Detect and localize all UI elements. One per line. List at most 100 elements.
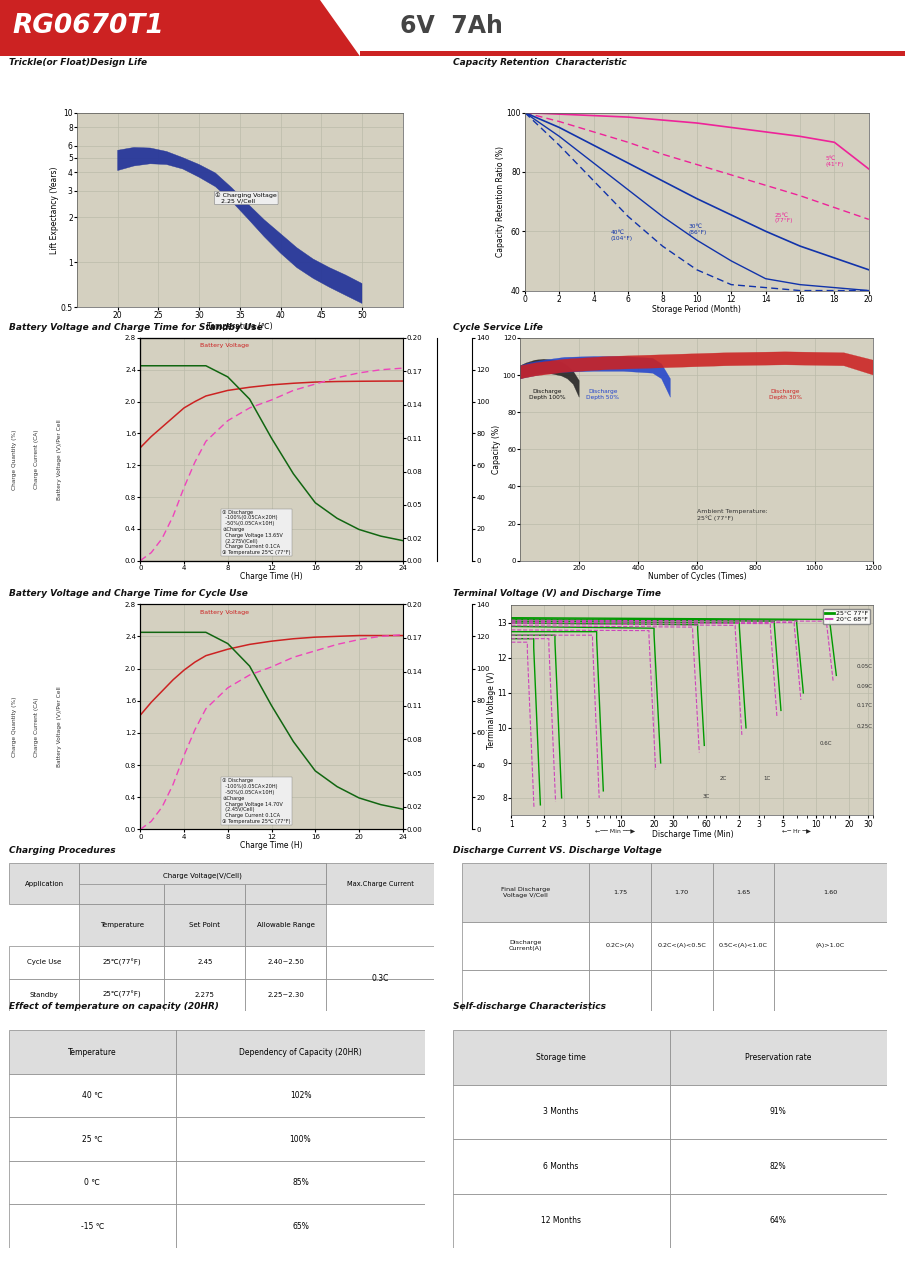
Text: Discharge
Current(A): Discharge Current(A) <box>509 941 542 951</box>
Text: Storage time: Storage time <box>537 1053 586 1062</box>
Bar <box>176 1074 425 1117</box>
Bar <box>670 1030 887 1085</box>
Y-axis label: Capacity (%): Capacity (%) <box>492 425 501 474</box>
Text: ←─ Hr ─▶: ←─ Hr ─▶ <box>782 828 811 833</box>
Text: Effect of temperature on capacity (20HR): Effect of temperature on capacity (20HR) <box>9 1002 219 1011</box>
Text: Charge Current (CA): Charge Current (CA) <box>34 430 40 489</box>
X-axis label: Charge Time (H): Charge Time (H) <box>240 572 303 581</box>
Text: 1.70: 1.70 <box>674 890 689 895</box>
Bar <box>245 863 326 904</box>
Text: 91%: 91% <box>770 1107 786 1116</box>
Text: 2.40~2.50: 2.40~2.50 <box>267 959 304 965</box>
Text: Battery Voltage (V)/Per Cell: Battery Voltage (V)/Per Cell <box>57 419 62 500</box>
X-axis label: Storage Period (Month): Storage Period (Month) <box>653 305 741 314</box>
Text: Temperature: Temperature <box>68 1047 117 1057</box>
Text: 2.45: 2.45 <box>197 959 213 965</box>
Text: Preservation rate: Preservation rate <box>745 1053 812 1062</box>
Polygon shape <box>520 360 579 397</box>
Text: -15 ℃: -15 ℃ <box>81 1221 104 1231</box>
Bar <box>651 922 712 970</box>
X-axis label: Number of Cycles (Times): Number of Cycles (Times) <box>648 572 746 581</box>
Bar <box>9 1074 176 1117</box>
Bar <box>326 946 434 978</box>
Text: Charge Voltage(V/Cell): Charge Voltage(V/Cell) <box>163 873 242 879</box>
Text: 40 ℃: 40 ℃ <box>82 1091 102 1101</box>
Text: 3 Months: 3 Months <box>543 1107 579 1116</box>
Bar <box>80 863 165 904</box>
Text: 0.6C: 0.6C <box>820 741 833 746</box>
Text: 0 ℃: 0 ℃ <box>84 1178 100 1188</box>
Text: 102%: 102% <box>290 1091 311 1101</box>
Bar <box>80 863 326 883</box>
Text: Discharge
Depth 100%: Discharge Depth 100% <box>529 389 565 401</box>
Text: ① Charging Voltage
   2.25 V/Cell: ① Charging Voltage 2.25 V/Cell <box>215 192 277 204</box>
Y-axis label: Lift Expectancy (Years): Lift Expectancy (Years) <box>51 166 59 253</box>
Bar <box>670 1085 887 1139</box>
Text: Allowable Range: Allowable Range <box>257 922 314 928</box>
Text: 6 Months: 6 Months <box>543 1162 579 1171</box>
Bar <box>462 922 589 970</box>
Text: 0.05C: 0.05C <box>856 664 872 669</box>
Text: ←── Min ──▶: ←── Min ──▶ <box>595 828 635 833</box>
Bar <box>462 863 589 922</box>
Bar <box>165 946 245 978</box>
Text: Discharge Current VS. Discharge Voltage: Discharge Current VS. Discharge Voltage <box>452 846 662 855</box>
Text: Max.Charge Current: Max.Charge Current <box>347 881 414 887</box>
Bar <box>651 863 712 922</box>
Bar <box>670 1139 887 1193</box>
Text: 2.25~2.30: 2.25~2.30 <box>267 992 304 998</box>
Text: 30℃
(86°F): 30℃ (86°F) <box>688 224 707 236</box>
Text: 25 ℃: 25 ℃ <box>82 1134 102 1144</box>
Text: Set Point: Set Point <box>189 922 220 928</box>
Text: Standby: Standby <box>30 992 59 998</box>
Text: 85%: 85% <box>292 1178 309 1188</box>
Text: 6V  7Ah: 6V 7Ah <box>400 14 503 38</box>
Polygon shape <box>0 0 360 56</box>
Text: Dependency of Capacity (20HR): Dependency of Capacity (20HR) <box>239 1047 362 1057</box>
Text: Charge Quantity (%): Charge Quantity (%) <box>12 696 17 758</box>
Bar <box>176 1030 425 1074</box>
Y-axis label: Terminal Voltage (V): Terminal Voltage (V) <box>487 672 496 749</box>
Text: Charging Procedures: Charging Procedures <box>9 846 116 855</box>
Bar <box>165 904 245 946</box>
Bar <box>712 863 774 922</box>
Text: Final Discharge
Voltage V/Cell: Final Discharge Voltage V/Cell <box>500 887 550 897</box>
X-axis label: Temperature (℃): Temperature (℃) <box>207 321 272 330</box>
Bar <box>9 946 80 978</box>
Text: Cycle Service Life: Cycle Service Life <box>452 323 542 332</box>
Text: (A)>1.0C: (A)>1.0C <box>816 943 845 948</box>
Bar <box>9 978 80 1011</box>
Bar <box>712 970 774 1011</box>
Text: Discharge
Depth 50%: Discharge Depth 50% <box>586 389 619 401</box>
Bar <box>9 1030 176 1074</box>
Text: 82%: 82% <box>770 1162 786 1171</box>
Text: 3C: 3C <box>702 794 710 799</box>
Text: 40℃
(104°F): 40℃ (104°F) <box>611 230 633 241</box>
Text: 25℃
(77°F): 25℃ (77°F) <box>774 212 793 223</box>
Text: Temperature: Temperature <box>100 922 144 928</box>
Bar <box>462 970 589 1011</box>
Bar <box>245 978 326 1011</box>
Bar <box>9 1204 176 1248</box>
X-axis label: Charge Time (H): Charge Time (H) <box>240 841 303 850</box>
Bar <box>165 978 245 1011</box>
Bar <box>452 1085 670 1139</box>
Text: Battery Voltage (V)/Per Cell: Battery Voltage (V)/Per Cell <box>57 686 62 768</box>
Polygon shape <box>118 147 362 303</box>
Text: 25℃(77°F): 25℃(77°F) <box>102 959 141 966</box>
Bar <box>651 970 712 1011</box>
Text: 0.5C<(A)<1.0C: 0.5C<(A)<1.0C <box>719 943 767 948</box>
Bar <box>589 922 651 970</box>
Bar <box>452 1193 670 1248</box>
Bar <box>452 1030 670 1085</box>
Text: 25℃(77°F): 25℃(77°F) <box>102 991 141 998</box>
Text: 5℃
(41°F): 5℃ (41°F) <box>825 156 844 166</box>
Text: 1.60: 1.60 <box>824 890 838 895</box>
Text: Charge Quantity (%): Charge Quantity (%) <box>12 429 17 490</box>
Text: Battery Voltage and Charge Time for Cycle Use: Battery Voltage and Charge Time for Cycl… <box>9 589 248 598</box>
Bar <box>80 904 165 946</box>
Text: 1C: 1C <box>764 777 771 781</box>
Bar <box>165 863 245 904</box>
Text: Terminal Voltage (V) and Discharge Time: Terminal Voltage (V) and Discharge Time <box>452 589 661 598</box>
Text: 0.25C: 0.25C <box>856 724 872 728</box>
